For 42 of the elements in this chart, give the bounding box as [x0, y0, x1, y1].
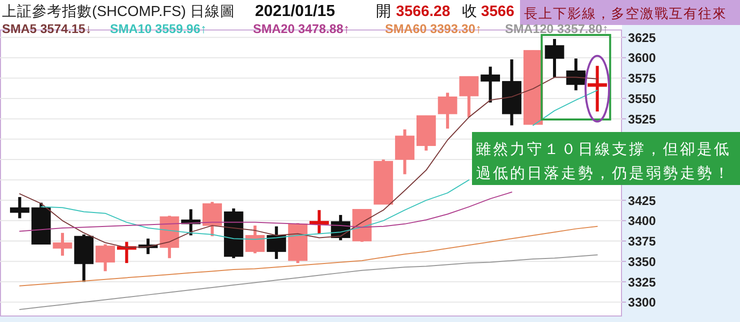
candlestick [10, 197, 30, 218]
candlestick [52, 232, 72, 256]
candlestick [459, 76, 479, 118]
line-series [19, 254, 598, 310]
candlestick [310, 210, 329, 234]
y-tick-label: 3350 [628, 254, 656, 269]
y-tick-label: 3625 [628, 30, 656, 45]
candlestick [395, 129, 414, 174]
y-tick-label: 3425 [628, 194, 656, 208]
text: SMA20 3478.88↑ [253, 22, 350, 36]
y-tick-label: 3600 [628, 51, 656, 66]
candlestick [96, 244, 115, 272]
text: SMA5 3574.15↓ [2, 22, 92, 36]
line-series [19, 226, 598, 286]
text: SMA10 3559.96↑ [110, 22, 207, 36]
candlestick [438, 92, 458, 129]
banner: 長上下影線，多空激戰互有往來 [520, 0, 740, 25]
candlestick [202, 202, 222, 236]
text: 2021/01/15 [255, 3, 336, 20]
annotation: 雖然力守１０日線支撐，但卻是低 [476, 140, 731, 158]
y-tick-label: 3375 [628, 234, 656, 249]
y-tick-label: 3575 [628, 72, 656, 86]
candlestick [245, 226, 265, 254]
text: SMA60 3393.30↑ [385, 22, 482, 36]
chart-subtitle: 日線圖 [190, 4, 235, 20]
candlestick [588, 66, 607, 112]
candlestick [544, 38, 564, 78]
chart-title: 上証參考指數(SHCOMP.FS) [2, 3, 186, 20]
candlestick [266, 226, 286, 259]
candlestick [566, 58, 586, 90]
text: 開 [376, 3, 391, 20]
y-tick-label: 3325 [628, 275, 656, 290]
annotation: 過低的日落走勢，仍是弱勢走勢！ [476, 164, 731, 182]
y-tick-label: 3525 [628, 112, 656, 126]
y-tick-label: 3300 [628, 296, 656, 310]
text: 收 [462, 3, 477, 20]
y-tick-label: 3400 [628, 214, 656, 228]
text: 3566.28 [396, 3, 450, 20]
candlestick [480, 66, 500, 103]
text: 3566 [481, 3, 514, 20]
note-box: 雖然力守１０日線支撐，但卻是低 過低的日落走勢，仍是弱勢走勢！ [472, 132, 740, 185]
y-tick-label: 3550 [628, 92, 656, 106]
